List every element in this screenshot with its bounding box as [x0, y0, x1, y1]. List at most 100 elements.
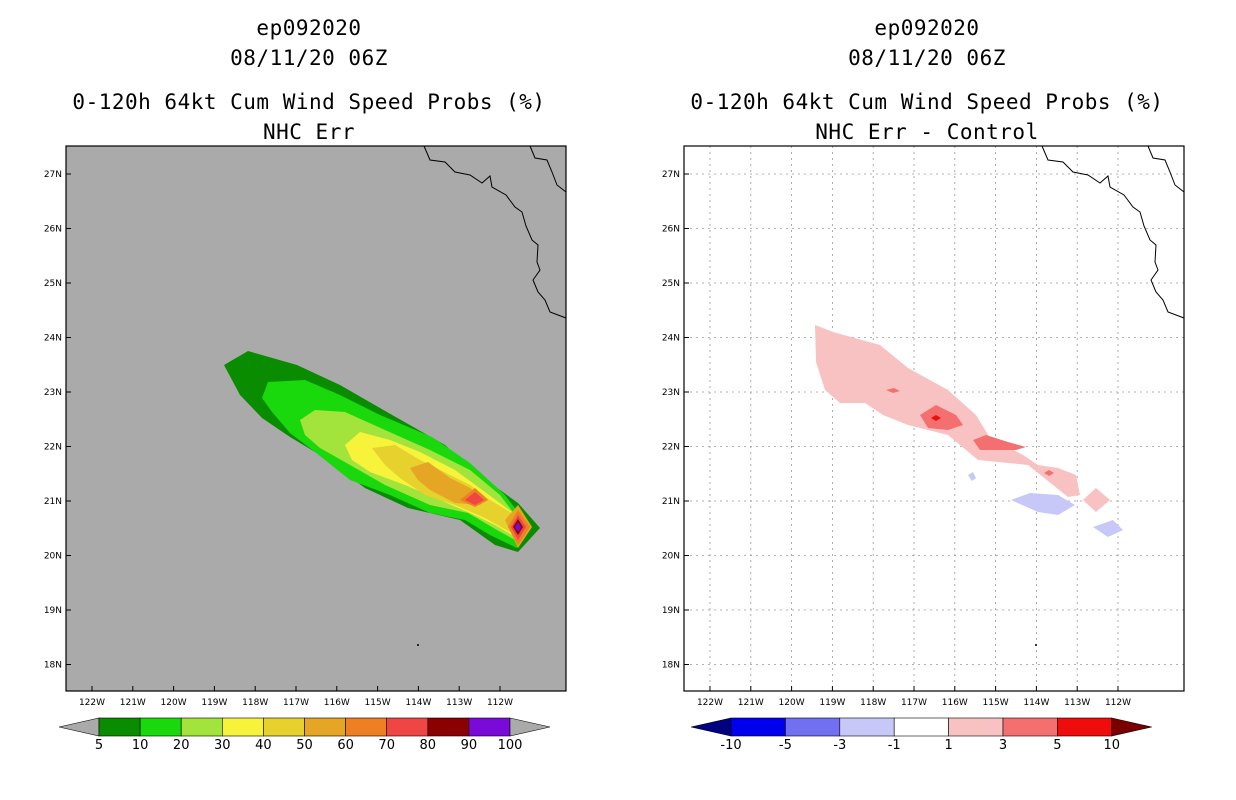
right-contour-1to3b — [1083, 488, 1110, 512]
colorbar-box — [386, 717, 429, 737]
y-tick-label: 23N — [662, 388, 680, 398]
right-contour-neg1b — [968, 472, 976, 481]
right-contour-3to5c — [886, 388, 900, 393]
right-panel: ep092020 08/11/20 06Z 0-120h 64kt Cum Wi… — [618, 0, 1236, 800]
colorbar-box — [1002, 717, 1058, 737]
colorbar-box — [345, 717, 388, 737]
y-tick-label: 22N — [662, 443, 680, 453]
colorbar-label: 20 — [173, 738, 190, 753]
left-axis-ticks: 122W 121W 120W 119W 118W 117W 116W 115W 114W 113W… — [44, 170, 513, 708]
right-coastline-2 — [1147, 145, 1185, 193]
colorbar-end-right — [1111, 717, 1152, 737]
y-tick-label: 21N — [662, 497, 680, 507]
colorbar-box — [785, 717, 841, 737]
colorbar-label: 3 — [999, 738, 1007, 753]
left-coastline — [423, 145, 567, 319]
right-title-product: 0-120h 64kt Cum Wind Speed Probs (%) — [690, 90, 1164, 114]
y-tick-label: 25N — [662, 279, 680, 289]
colorbar-label: -3 — [833, 738, 846, 753]
left-contour-100 — [515, 522, 521, 532]
x-tick-label: 121W — [120, 698, 146, 708]
x-tick-label: 120W — [779, 698, 805, 708]
y-tick-label: 18N — [44, 661, 62, 671]
x-tick-label: 115W — [365, 698, 391, 708]
x-tick-label: 114W — [405, 698, 431, 708]
colorbar-box — [139, 717, 182, 737]
colorbar-box — [180, 717, 223, 737]
colorbar-label: 5 — [95, 738, 103, 753]
x-tick-label: 113W — [446, 698, 472, 708]
y-tick-label: 21N — [44, 497, 62, 507]
left-title-time: 08/11/20 06Z — [230, 46, 388, 70]
x-tick-label: 120W — [161, 698, 187, 708]
colorbar-box — [304, 717, 346, 737]
y-tick-label: 24N — [44, 334, 62, 344]
x-tick-label: 118W — [242, 698, 268, 708]
colorbar-label: -1 — [888, 738, 901, 753]
y-tick-label: 27N — [44, 170, 62, 180]
colorbar-label: 50 — [296, 738, 313, 753]
colorbar-box — [893, 717, 949, 737]
colorbar-label: -10 — [720, 738, 741, 753]
left-contour-60 — [410, 462, 485, 505]
colorbar-label: 90 — [461, 738, 478, 753]
x-tick-label: 121W — [738, 698, 764, 708]
x-tick-label: 112W — [1105, 698, 1131, 708]
x-tick-label: 119W — [201, 698, 227, 708]
y-tick-label: 19N — [44, 606, 62, 616]
right-contour-3to5b — [973, 435, 1026, 450]
colorbar-box — [948, 717, 1004, 737]
x-tick-label: 115W — [983, 698, 1009, 708]
left-coastline-2 — [529, 145, 567, 193]
y-tick-label: 19N — [662, 606, 680, 616]
colorbar-box — [98, 717, 141, 737]
x-tick-label: 113W — [1064, 698, 1090, 708]
right-contour-3to5d — [1044, 470, 1054, 476]
left-small-feature — [417, 644, 419, 646]
colorbar-label: 5 — [1053, 738, 1061, 753]
colorbar-label: 100 — [498, 738, 523, 753]
right-axis-ticks: 122W 121W 120W 119W 118W 117W 116W 115W 114W 113W… — [662, 170, 1131, 708]
y-tick-label: 20N — [662, 552, 680, 562]
right-small-feature — [1035, 644, 1037, 646]
colorbar-label: 10 — [132, 738, 149, 753]
colorbar-box — [468, 717, 511, 737]
left-contour-80 — [465, 492, 484, 505]
colorbar-label: 1 — [944, 738, 952, 753]
colorbar-box — [222, 717, 264, 737]
right-plot-frame — [683, 145, 1185, 692]
y-tick-label: 27N — [662, 170, 680, 180]
colorbar-label: 80 — [420, 738, 437, 753]
right-contour-neg1 — [1011, 493, 1075, 515]
colorbar-label: 30 — [214, 738, 231, 753]
x-tick-label: 118W — [860, 698, 886, 708]
colorbar-end-left — [690, 717, 732, 737]
y-tick-label: 26N — [662, 225, 680, 235]
left-title-product: 0-120h 64kt Cum Wind Speed Probs (%) — [72, 90, 546, 114]
y-tick-label: 23N — [44, 388, 62, 398]
x-tick-label: 122W — [697, 698, 723, 708]
left-colorbar: 5 10 20 30 40 50 60 70 80 90 100 — [58, 717, 551, 753]
x-tick-label: 114W — [1023, 698, 1049, 708]
x-tick-label: 117W — [283, 698, 309, 708]
x-tick-label: 119W — [819, 698, 845, 708]
x-tick-label: 112W — [487, 698, 513, 708]
right-contour-3to5 — [920, 405, 963, 430]
colorbar-box — [839, 717, 895, 737]
right-coastline — [1041, 145, 1185, 319]
right-title-subtitle: NHC Err - Control — [815, 120, 1039, 144]
y-tick-label: 20N — [44, 552, 62, 562]
colorbar-label: 70 — [378, 738, 395, 753]
left-title-subtitle: NHC Err — [262, 120, 355, 144]
colorbar-box — [263, 717, 305, 737]
x-tick-label: 122W — [79, 698, 105, 708]
colorbar-label: 10 — [1104, 738, 1121, 753]
colorbar-label: -5 — [779, 738, 792, 753]
y-tick-label: 18N — [662, 661, 680, 671]
right-contour-neg1c — [1093, 520, 1123, 537]
right-title-time: 08/11/20 06Z — [848, 46, 1006, 70]
right-title-storm: ep092020 — [874, 16, 980, 40]
left-plot-frame — [65, 145, 567, 692]
colorbar-box — [730, 717, 786, 737]
y-tick-label: 26N — [44, 225, 62, 235]
